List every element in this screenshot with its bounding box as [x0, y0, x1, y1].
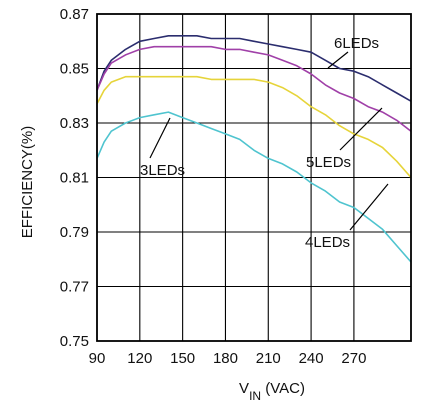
y-tick-labels: 0.87 0.85 0.83 0.81 0.79 0.77 0.75: [60, 6, 89, 350]
y-tick-label: 0.81: [60, 170, 89, 187]
series-line-5leds: [96, 45, 412, 132]
x-tick-label: 90: [89, 350, 106, 367]
y-axis-label: EFFICIENCY(%): [19, 126, 36, 239]
y-tick-label: 0.87: [60, 6, 89, 23]
annot-4leds: 4LEDs: [305, 234, 350, 251]
x-tick-label: 120: [127, 350, 152, 367]
y-tick-label: 0.77: [60, 279, 89, 296]
x-tick-label: 150: [170, 350, 195, 367]
x-tick-labels: 90 120 150 180 210 240 270: [89, 350, 367, 367]
y-tick-label: 0.75: [60, 333, 89, 350]
series-line-3leds: [96, 111, 412, 263]
annot-6leds-leader: [327, 51, 349, 69]
x-axis-label-unit: (VAC): [261, 380, 305, 397]
x-axis-label-sub: IN: [249, 389, 261, 403]
annot-3leds-leader: [149, 117, 171, 159]
x-tick-label: 210: [256, 350, 281, 367]
x-tick-label: 240: [299, 350, 324, 367]
series-line-4leds: [96, 75, 412, 179]
annot-5leds: 5LEDs: [306, 154, 351, 171]
plot-frame: [96, 13, 412, 342]
y-tick-label: 0.83: [60, 115, 89, 132]
annot-6leds: 6LEDs: [334, 35, 379, 52]
annot-4leds-leader: [349, 183, 389, 231]
series-line-6leds: [96, 34, 412, 102]
annot-5leds-leader: [339, 107, 383, 151]
series-lines: [96, 34, 412, 263]
annot-3leds: 3LEDs: [140, 162, 185, 179]
grid: [96, 13, 411, 342]
x-axis-label-main: V: [239, 380, 249, 397]
y-tick-label: 0.85: [60, 61, 89, 78]
x-tick-label: 270: [341, 350, 366, 367]
x-tick-label: 180: [213, 350, 238, 367]
x-axis-label: VIN (VAC): [239, 380, 305, 403]
y-tick-label: 0.79: [60, 224, 89, 241]
